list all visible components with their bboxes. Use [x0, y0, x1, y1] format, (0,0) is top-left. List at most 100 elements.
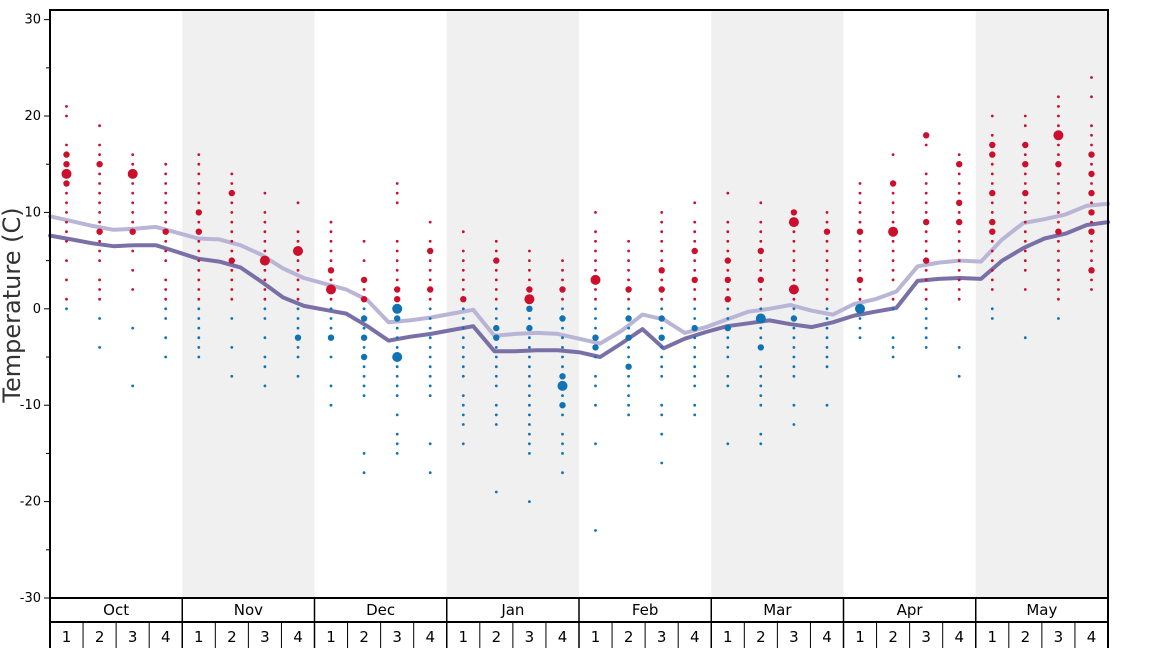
observation-dot [61, 168, 72, 179]
observation-dot [858, 259, 862, 262]
observation-dot [924, 230, 928, 234]
observation-dot [660, 413, 664, 417]
observation-dot [1090, 162, 1093, 166]
observation-dot [494, 374, 498, 378]
observation-dot [1057, 95, 1060, 99]
observation-dot [428, 355, 432, 359]
observation-dot [263, 355, 267, 359]
observation-dot [825, 259, 829, 262]
observation-dot [329, 259, 333, 262]
observation-dot [823, 228, 831, 235]
observation-dot [493, 324, 500, 332]
observation-dot [957, 346, 961, 349]
observation-dot [858, 326, 862, 330]
observation-dot [957, 211, 961, 214]
observation-dot [263, 365, 267, 369]
observation-dot [957, 374, 961, 378]
observation-dot [792, 230, 796, 234]
observation-dot [924, 268, 928, 272]
observation-dot [362, 471, 366, 475]
month-shade-mar [711, 10, 844, 598]
observation-dot [197, 249, 201, 253]
observation-dot [594, 355, 597, 359]
observation-dot [164, 259, 168, 262]
observation-dot [693, 220, 697, 224]
observation-dot [726, 230, 730, 234]
observation-dot [494, 365, 498, 369]
observation-dot [759, 201, 763, 205]
observation-dot [759, 442, 763, 446]
observation-dot [461, 278, 465, 282]
observation-dot [956, 199, 963, 206]
observation-dot [1057, 114, 1060, 118]
week-label: 2 [888, 628, 898, 646]
observation-dot [197, 268, 201, 272]
observation-dot [825, 403, 829, 407]
observation-dot [1090, 239, 1093, 243]
observation-dot [957, 249, 961, 253]
month-label-oct: Oct [103, 601, 129, 619]
observation-dot [98, 124, 101, 128]
observation-dot [263, 191, 267, 195]
observation-dot [296, 201, 300, 205]
observation-dot [858, 336, 862, 340]
observation-dot [759, 220, 763, 224]
observation-dot [989, 189, 996, 197]
observation-dot [627, 278, 630, 282]
observation-dot [1022, 189, 1029, 197]
observation-dot [329, 384, 333, 388]
observation-dot [594, 384, 597, 388]
observation-dot [164, 317, 168, 320]
observation-dot [329, 278, 333, 282]
observation-dot [395, 374, 399, 378]
month-label-feb: Feb [632, 601, 659, 619]
observation-dot [1023, 211, 1027, 214]
observation-dot [1090, 259, 1093, 262]
observation-dot [65, 239, 68, 243]
observation-dot [164, 249, 168, 253]
observation-dot [858, 288, 862, 291]
week-label: 3 [789, 628, 799, 646]
observation-dot [98, 259, 101, 262]
observation-dot [627, 374, 630, 378]
observation-dot [1088, 209, 1095, 216]
observation-dot [825, 346, 829, 349]
observation-dot [1090, 220, 1093, 224]
observation-dot [395, 442, 399, 446]
week-label: 1 [591, 628, 601, 646]
observation-dot [230, 239, 234, 243]
observation-dot [594, 297, 597, 301]
observation-dot [891, 346, 895, 349]
observation-dot [263, 230, 267, 234]
observation-dot [395, 268, 399, 272]
observation-dot [98, 201, 101, 205]
week-label: 3 [921, 628, 931, 646]
observation-dot [528, 268, 531, 272]
observation-dot [1090, 201, 1093, 205]
observation-dot [164, 162, 168, 166]
observation-dot [294, 334, 302, 341]
observation-dot [759, 374, 763, 378]
observation-dot [230, 220, 234, 224]
observation-dot [858, 211, 862, 214]
observation-dot [1057, 259, 1060, 262]
observation-dot [858, 182, 862, 185]
observation-dot [594, 288, 597, 291]
observation-dot [494, 317, 498, 320]
observation-dot [65, 191, 68, 195]
observation-dot [792, 268, 796, 272]
observation-dot [528, 249, 531, 253]
observation-dot [461, 317, 465, 320]
observation-dot [98, 153, 101, 157]
observation-dot [428, 346, 432, 349]
y-tick-label: 30 [24, 13, 41, 28]
observation-dot [197, 346, 201, 349]
observation-dot [296, 288, 300, 291]
observation-dot [493, 334, 500, 341]
observation-dot [855, 303, 865, 314]
observation-dot [195, 209, 202, 216]
observation-dot [625, 334, 632, 341]
week-label: 3 [260, 628, 270, 646]
observation-dot [392, 352, 403, 362]
observation-dot [197, 355, 201, 359]
